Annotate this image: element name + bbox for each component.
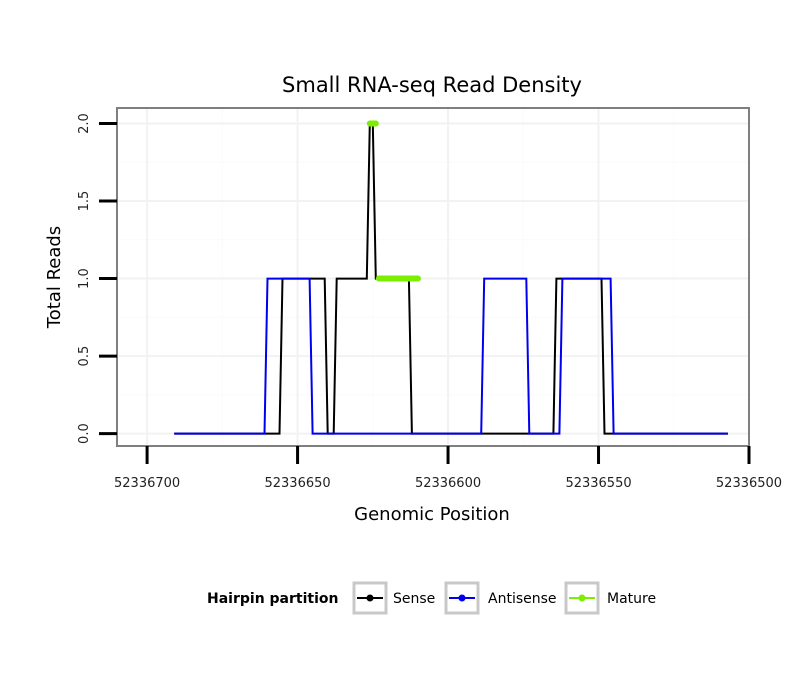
chart-title: Small RNA-seq Read Density — [282, 73, 582, 97]
legend: Hairpin partition Sense Antisense Mature — [207, 581, 656, 615]
y-tick-label: 0.0 — [77, 423, 92, 444]
legend-label-antisense: Antisense — [488, 591, 557, 607]
y-axis: 0.0 0.5 1.0 1.5 2.0 — [77, 113, 117, 444]
x-axis: 52336700 52336650 52336600 52336550 52336500 — [114, 446, 782, 491]
y-tick-label: 1.5 — [77, 191, 92, 212]
legend-dot-sense — [366, 594, 374, 602]
y-tick-label: 0.5 — [77, 346, 92, 367]
major-gridlines — [117, 108, 749, 446]
x-tick-label: 52336700 — [114, 476, 180, 491]
legend-label-sense: Sense — [393, 591, 435, 607]
x-axis-title: Genomic Position — [354, 504, 510, 525]
minor-gridlines — [117, 108, 749, 446]
plot-border — [116, 107, 750, 447]
legend-dot-antisense — [458, 594, 466, 602]
y-tick-label: 1.0 — [77, 268, 92, 289]
x-tick-label: 52336550 — [565, 476, 631, 491]
antisense-series-line — [174, 277, 728, 435]
y-axis-title: Total Reads — [44, 226, 65, 329]
x-tick-label: 52336600 — [415, 476, 481, 491]
legend-title: Hairpin partition — [207, 591, 338, 607]
x-tick-label: 52336500 — [716, 476, 782, 491]
x-tick-label: 52336650 — [264, 476, 330, 491]
legend-label-mature: Mature — [607, 591, 656, 607]
legend-dot-mature — [578, 594, 586, 602]
y-tick-label: 2.0 — [77, 113, 92, 134]
series-layer — [174, 120, 728, 435]
